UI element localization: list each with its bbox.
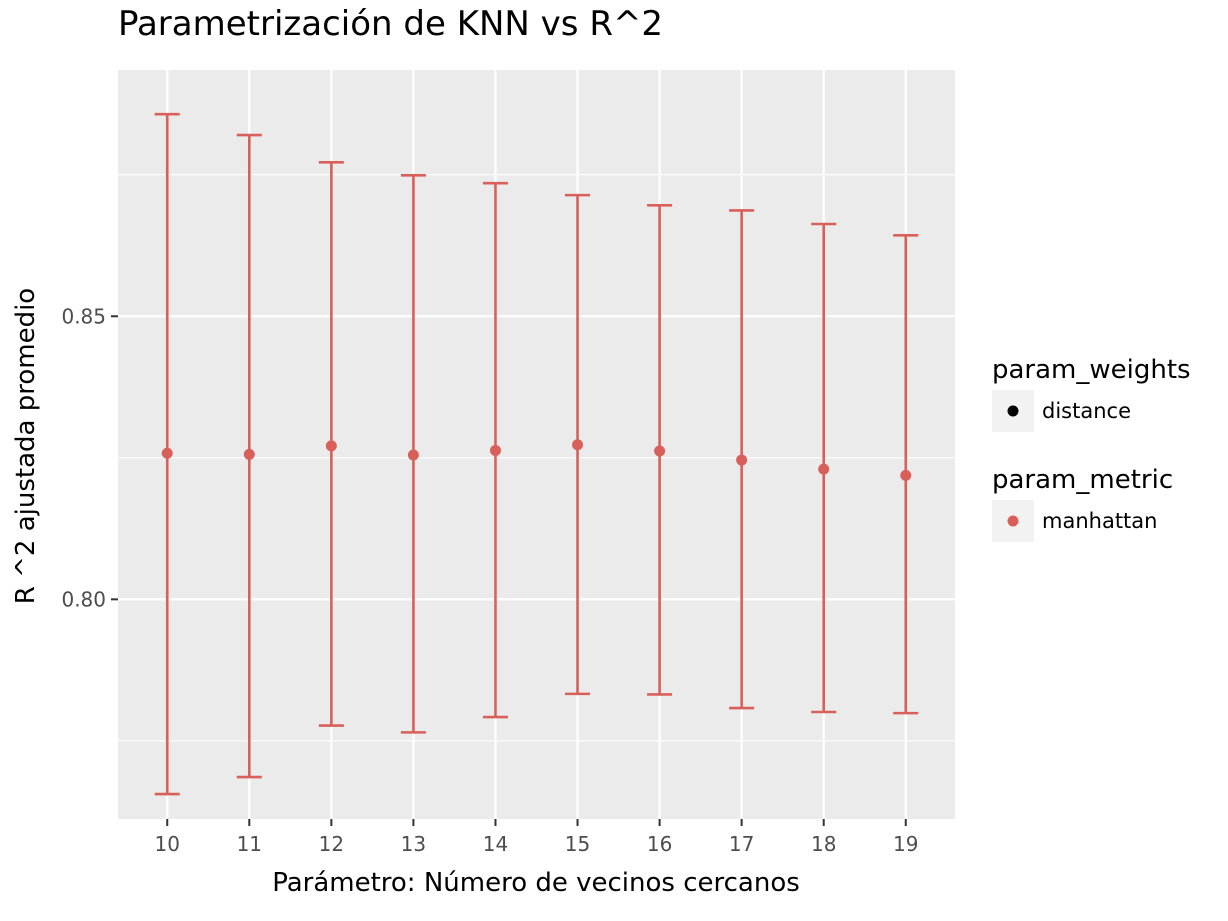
mean-point: [654, 445, 666, 457]
legend-title-metric: param_metric: [992, 465, 1173, 495]
y-tick-label: 0.85: [61, 304, 106, 328]
mean-point: [243, 448, 255, 460]
mean-point: [572, 439, 584, 451]
x-tick-label: 16: [647, 832, 672, 856]
legend-point-manhattan-icon: [1007, 515, 1019, 527]
legend-label-manhattan: manhattan: [1042, 509, 1157, 533]
x-tick-label: 12: [319, 832, 344, 856]
mean-point: [818, 463, 830, 475]
mean-point: [325, 440, 337, 452]
legend: param_weights distance param_metric manh…: [992, 355, 1191, 542]
mean-point: [407, 449, 419, 461]
x-tick-label: 13: [401, 832, 426, 856]
x-tick-label: 14: [483, 832, 508, 856]
x-axis-title: Parámetro: Número de vecinos cercanos: [272, 868, 800, 898]
x-tick-label: 17: [729, 832, 754, 856]
mean-point: [161, 447, 173, 459]
x-tick-label: 15: [565, 832, 590, 856]
x-tick-label: 19: [893, 832, 918, 856]
legend-point-distance-icon: [1007, 405, 1019, 417]
mean-point: [736, 454, 748, 466]
axes: 0.80 0.85 10 11 12 13 14 15 16 17 18 19: [61, 304, 918, 856]
x-tick-label: 11: [237, 832, 262, 856]
mean-point: [489, 444, 501, 456]
x-tick-label: 18: [811, 832, 836, 856]
plot-panel: [118, 70, 955, 819]
errorbar-series: [154, 112, 919, 796]
legend-title-weights: param_weights: [992, 355, 1191, 385]
y-tick-label: 0.80: [61, 587, 106, 611]
y-axis-title: R ^2 ajustada promedio: [11, 288, 41, 604]
legend-label-distance: distance: [1042, 399, 1131, 423]
x-tick-label: 10: [155, 832, 180, 856]
chart-title: Parametrización de KNN vs R^2: [118, 4, 664, 44]
mean-point: [900, 469, 912, 481]
